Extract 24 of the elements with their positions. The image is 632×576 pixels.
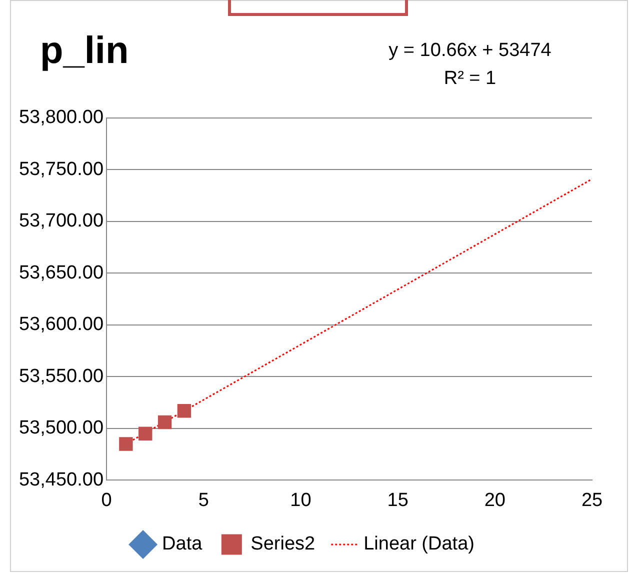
y-tick-label: 53,750.00 [18,158,104,180]
x-tick-label: 10 [290,490,312,511]
x-tick-label: 15 [387,490,408,511]
y-tick-label: 53,450.00 [18,469,104,490]
y-tick-label: 53,650.00 [18,262,104,284]
x-tick-label: 5 [198,490,209,511]
legend-label: Series2 [250,534,316,555]
y-tick-label: 53,550.00 [18,366,104,387]
point [177,404,192,418]
legend-label: Data [162,534,203,555]
text: R² = 1 [442,68,498,90]
y-tick-label: 53,500.00 [18,418,104,439]
point [119,437,133,451]
chart-title: p_lin [40,30,129,73]
x-tick-label: 25 [581,490,603,511]
y-tick-label: 53,800.00 [18,107,104,128]
text: y = 10.66x + 53474 [388,40,552,62]
legend-label: Linear (Data) [364,534,474,555]
point [158,415,172,430]
x-tick-label: 20 [484,490,506,511]
y-tick-label: 53,600.00 [18,314,104,336]
x-tick-label: 0 [101,490,112,511]
point [138,426,152,440]
y-tick-label: 53,700.00 [18,210,104,232]
